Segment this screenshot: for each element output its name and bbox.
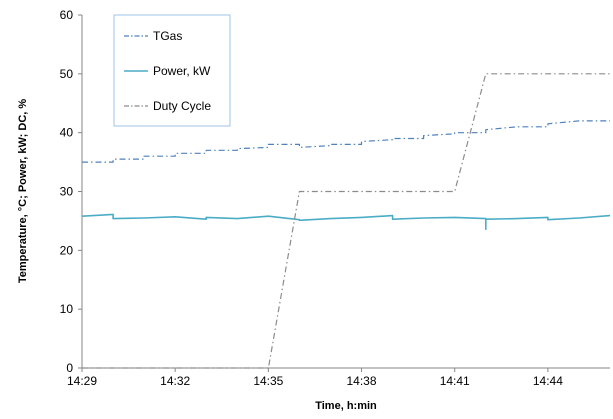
series-line-tgas (82, 120, 610, 163)
y-tick-label: 10 (60, 302, 74, 316)
series-line-duty-cycle (82, 73, 610, 369)
legend-label-tgas: TGas (153, 29, 182, 43)
x-tick-label: 14:29 (67, 374, 97, 388)
x-tick-label: 14:35 (253, 374, 283, 388)
x-tick-label: 14:44 (533, 374, 563, 388)
x-ticks: 14:29 14:32 14:35 14:38 14:41 14:44 (67, 368, 563, 388)
y-tick-label: 50 (60, 67, 74, 81)
series-layer (81, 73, 611, 369)
y-ticks: 0 10 20 30 40 50 60 (60, 8, 82, 375)
y-tick-label: 40 (60, 126, 74, 140)
legend-label-power: Power, kW (153, 64, 211, 78)
y-tick-label: 20 (60, 243, 74, 257)
x-axis-title: Time, h:min (315, 400, 377, 412)
y-axis-title: Temperature, °C; Power, kW; DC, % (17, 99, 29, 284)
x-tick-label: 14:38 (347, 374, 377, 388)
series-line-power-kw (81, 213, 611, 230)
legend: TGas Power, kW Duty Cycle (113, 14, 231, 127)
legend-label-duty-cycle: Duty Cycle (153, 99, 211, 113)
x-tick-label: 14:41 (440, 374, 470, 388)
y-tick-label: 30 (60, 185, 74, 199)
y-tick-label: 60 (60, 8, 74, 22)
x-tick-label: 14:32 (160, 374, 190, 388)
y-tick-label: 0 (66, 361, 73, 375)
